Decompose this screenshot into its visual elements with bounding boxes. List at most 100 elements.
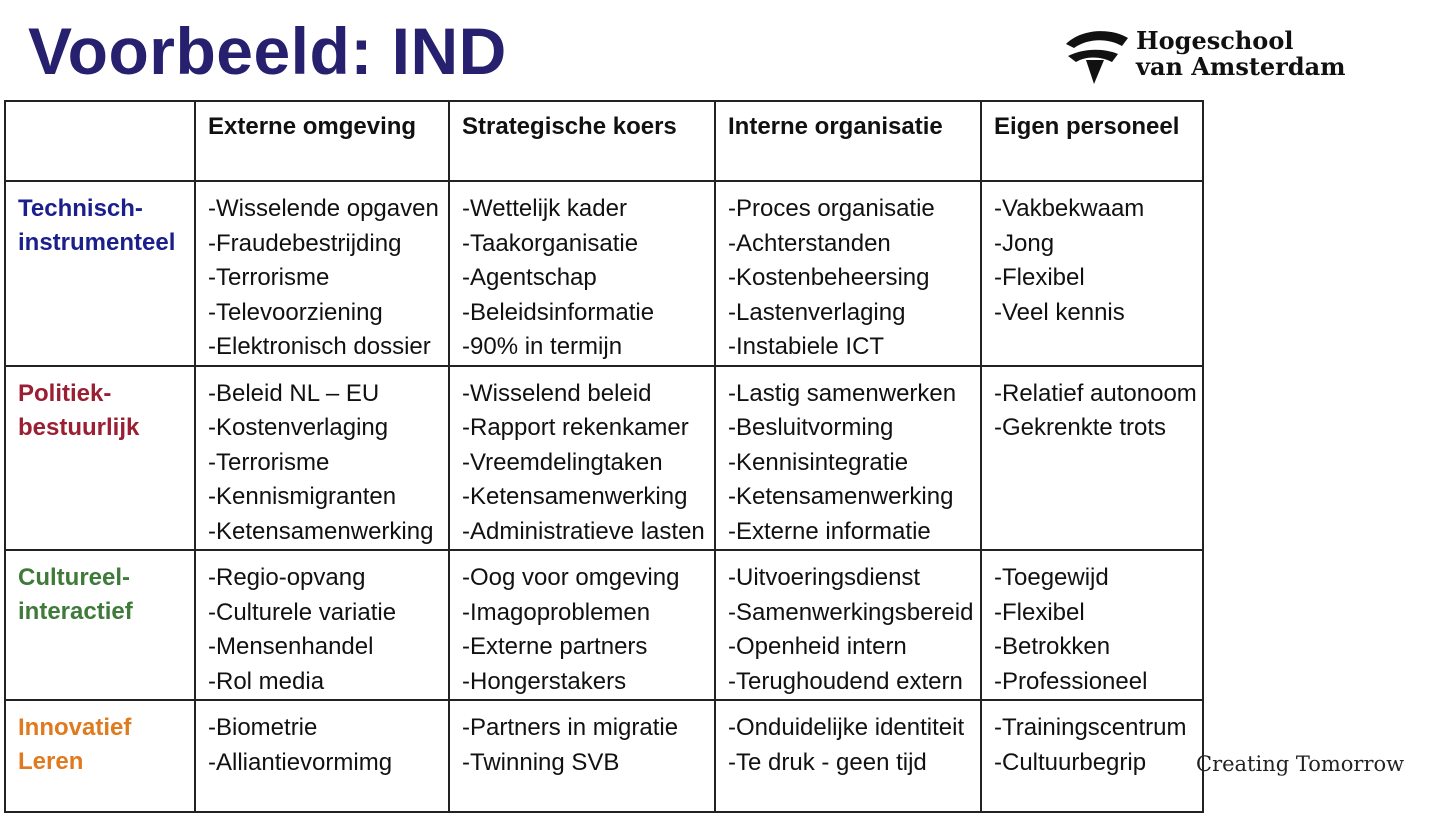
cell-item: -Flexibel (994, 264, 1085, 291)
table-cell: -Vakbekwaam -Jong -Flexibel -Veel kennis (980, 180, 1204, 367)
cell-item: -Lastenverlaging (728, 298, 906, 326)
table-cell: -Wisselend beleid -Rapport rekenkamer -Vre… (448, 364, 716, 551)
table-cell: -Beleid NL – EU -Kostenverlaging -Terroris… (194, 364, 450, 551)
cell-item: -Oog voor omgeving (462, 564, 680, 591)
table-row: Cultureel-interactief -Regio-opvang -Cultu… (4, 549, 1204, 701)
cell-item: -Terrorisme (208, 264, 330, 291)
cell-item: -Gekrenkte trots (994, 414, 1167, 441)
cell-item: -Cultuurbegrip (994, 748, 1147, 776)
cell-item: -Kostenbeheersing (728, 264, 930, 291)
table-cell: -Regio-opvang -Culturele variatie -Mensenh… (194, 549, 450, 701)
column-header: Eigen personeel (980, 100, 1204, 182)
logo-wordmark: Hogeschool van Amsterdam (1136, 28, 1346, 80)
cell-item: -Jong (994, 229, 1055, 257)
cell-item: -Proces organisatie (728, 195, 935, 222)
cell-item: -Imagoproblemen (462, 598, 651, 626)
cell-item: -Wisselend beleid (462, 379, 652, 407)
cell-item: -Televoorziening (208, 298, 383, 326)
row-header-line: Technisch- (18, 195, 143, 222)
table-cell: -Oog voor omgeving -Imagoproblemen -Extern… (448, 549, 716, 701)
cell-item: -Taakorganisatie (462, 229, 639, 257)
cell-item: -Beleid NL – EU (208, 379, 380, 407)
table-cell: -Trainingscentrum -Cultuurbegrip (980, 699, 1204, 813)
column-header: Interne organisatie (714, 100, 982, 182)
cell-item: -Trainingscentrum (994, 714, 1187, 741)
cell-item: -Culturele variatie (208, 598, 397, 626)
cell-item: -Achterstanden (728, 229, 891, 257)
cell-item: -Veel kennis (994, 298, 1125, 326)
table-cell: -Biometrie -Alliantievormimg (194, 699, 450, 813)
cell-item: -Ketensamenwerking (728, 483, 954, 510)
table-cell: -Uitvoeringsdienst -Samenwerkingsbereid -O… (714, 549, 982, 701)
cell-item: -Te druk - geen tijd (728, 748, 927, 776)
cell-item: -Samenwerkingsbereid (728, 598, 974, 626)
cell-item: -90% in termijn (462, 333, 623, 360)
table-row: Innovatief Leren -Biometrie -Alliantievormi… (4, 699, 1204, 813)
cell-item: -Ketensamenwerking (462, 483, 688, 510)
cell-item: -Betrokken (994, 633, 1111, 660)
row-header-line: interactief (18, 598, 133, 625)
column-header: Externe omgeving (194, 100, 450, 182)
cell-item: -Externe partners (462, 633, 648, 660)
column-header: Strategische koers (448, 100, 716, 182)
table-cell: -Toegewijd -Flexibel -Betrokken -Profession… (980, 549, 1204, 701)
logo-line-1: Hogeschool (1136, 26, 1294, 55)
row-header-line: Politiek- (18, 379, 112, 407)
cell-item: -Partners in migratie (462, 714, 679, 741)
table-row: Politiek-bestuurlijk -Beleid NL – EU -Kost… (4, 364, 1204, 551)
row-header-line: bestuurlijk (18, 413, 140, 441)
table-cell: -Relatief autonoom -Gekrenkte trots (980, 364, 1204, 551)
cell-item: -Rol media (208, 667, 325, 695)
cell-item: -Kostenverlaging (208, 414, 389, 441)
cell-item: -Professioneel (994, 667, 1148, 695)
table-cell: -Wettelijk kader -Taakorganisatie -Agentsc… (448, 180, 716, 367)
cell-item: -Administratieve lasten (462, 517, 705, 545)
cell-item: -Lastig samenwerken (728, 379, 957, 407)
ind-analysis-table: Externe omgeving Strategische koers Intern… (4, 100, 1204, 813)
cell-item: -Biometrie (208, 714, 318, 741)
cell-item: -Toegewijd (994, 564, 1109, 591)
row-header-line: instrumenteel (18, 229, 176, 256)
row-header: Technisch-instrumenteel (4, 180, 196, 367)
cell-item: -Fraudebestrijding (208, 229, 402, 257)
cell-item: -Mensenhandel (208, 633, 374, 660)
header-row: Externe omgeving Strategische koers Intern… (4, 100, 1204, 182)
corner-cell (4, 100, 196, 182)
row-header-line: Cultureel- (18, 564, 131, 591)
cell-item: -Onduidelijke identiteit (728, 714, 965, 741)
row-header-line: Innovatief (18, 714, 132, 741)
cell-item: -Kennisintegratie (728, 448, 909, 476)
cell-item: -Wisselende opgaven (208, 195, 439, 222)
cell-item: -Vreemdelingtaken (462, 448, 663, 476)
table-cell: -Wisselende opgaven -Fraudebestrijding -Te… (194, 180, 450, 367)
table-cell: -Proces organisatie -Achterstanden -Kosten… (714, 180, 982, 367)
cell-item: -Terrorisme (208, 448, 330, 476)
row-header-line: Leren (18, 748, 84, 775)
row-header: Cultureel-interactief (4, 549, 196, 701)
table-cell: -Onduidelijke identiteit -Te druk - geen … (714, 699, 982, 813)
cell-item: -Agentschap (462, 264, 597, 291)
cell-item: -Vakbekwaam (994, 195, 1145, 222)
cell-item: -Openheid intern (728, 633, 907, 660)
hva-logo-icon (1066, 31, 1128, 84)
row-header: Politiek-bestuurlijk (4, 364, 196, 551)
cell-item: -Ketensamenwerking (208, 517, 434, 545)
hva-logo: Hogeschool van Amsterdam (1064, 26, 1354, 86)
cell-item: -Uitvoeringsdienst (728, 564, 921, 591)
cell-item: -Elektronisch dossier (208, 333, 431, 360)
cell-item: -Regio-opvang (208, 564, 366, 591)
table-cell: -Lastig samenwerken -Besluitvorming -Kenni… (714, 364, 982, 551)
table-cell: -Partners in migratie -Twinning SVB (448, 699, 716, 813)
cell-item: -Instabiele ICT (728, 333, 885, 360)
cell-item: -Hongerstakers (462, 667, 627, 695)
tagline: Creating Tomorrow (1196, 752, 1405, 776)
cell-item: -Kennismigranten (208, 483, 397, 510)
row-header: Innovatief Leren (4, 699, 196, 813)
cell-item: -Alliantievormimg (208, 748, 393, 776)
cell-item: -Rapport rekenkamer (462, 414, 689, 441)
cell-item: -Twinning SVB (462, 748, 620, 776)
cell-item: -Flexibel (994, 598, 1085, 626)
cell-item: -Relatief autonoom (994, 379, 1197, 407)
cell-item: -Besluitvorming (728, 414, 894, 441)
cell-item: -Terughoudend extern (728, 667, 963, 695)
